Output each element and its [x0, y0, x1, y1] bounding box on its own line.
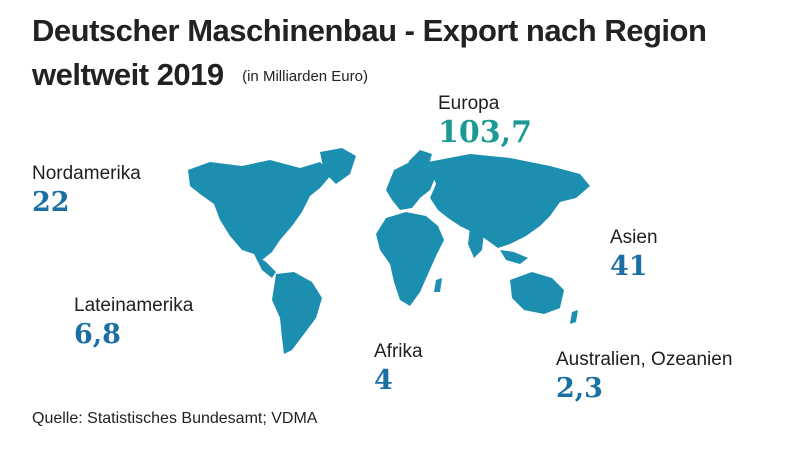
- chart-title-year: weltweit 2019: [32, 57, 224, 92]
- north-america-shape: [188, 160, 332, 260]
- chart-title: Deutscher Maschinenbau - Export nach Reg…: [32, 13, 707, 48]
- region-nordamerika: Nordamerika 22: [32, 162, 141, 220]
- region-value: 41: [610, 251, 648, 282]
- region-afrika: Afrika 4: [374, 340, 423, 398]
- unit-label: (in Milliarden Euro): [242, 68, 368, 85]
- region-value: 4: [374, 365, 393, 396]
- region-asien: Asien 41: [610, 226, 658, 284]
- scandinavia-shape: [408, 150, 432, 168]
- africa-shape: [376, 212, 444, 306]
- south-america-shape: [272, 272, 322, 354]
- world-map: [188, 148, 590, 354]
- central-america-shape: [254, 254, 276, 278]
- australia-shape: [510, 272, 564, 314]
- madagascar-shape: [434, 278, 442, 292]
- region-name: Afrika: [374, 341, 423, 362]
- region-name: Asien: [610, 227, 658, 248]
- region-name: Australien, Ozeanien: [556, 349, 733, 370]
- southeast-asia-shape: [500, 250, 528, 264]
- india-shape: [468, 228, 484, 258]
- region-value: 103,7: [438, 115, 532, 150]
- region-name: Lateinamerika: [74, 295, 194, 316]
- region-value: 2,3: [556, 373, 603, 404]
- region-name: Europa: [438, 93, 500, 114]
- region-name: Nordamerika: [32, 163, 141, 184]
- region-europa: Europa 103,7: [438, 92, 532, 150]
- europe-shape: [386, 162, 436, 210]
- asia-shape: [428, 154, 590, 248]
- title-row-2: weltweit 2019 (in Milliarden Euro): [32, 56, 368, 94]
- region-value: 6,8: [74, 319, 121, 350]
- region-value: 22: [32, 187, 70, 218]
- greenland-shape: [320, 148, 356, 184]
- source-note: Quelle: Statistisches Bundesamt; VDMA: [32, 410, 318, 427]
- region-australien-ozeanien: Australien, Ozeanien 2,3: [556, 348, 732, 406]
- new-zealand-shape: [570, 310, 578, 324]
- region-lateinamerika: Lateinamerika 6,8: [74, 294, 193, 352]
